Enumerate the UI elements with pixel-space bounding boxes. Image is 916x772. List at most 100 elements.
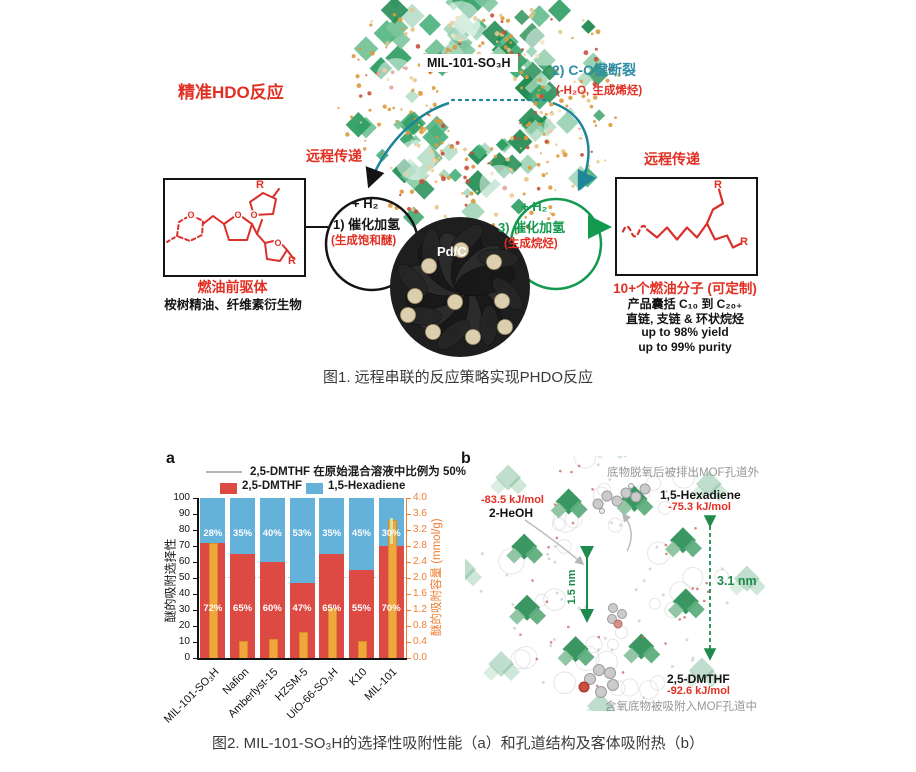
- guest-molecule-in-pore: [607, 603, 627, 629]
- desorption-path-arrow: [622, 512, 632, 552]
- y-tick-mark-right: [407, 577, 411, 579]
- step3-subtitle: (生成烷烃): [504, 238, 558, 250]
- percent-label-dmthf: 70%: [381, 603, 401, 614]
- heoh-label: 2-HeOH: [489, 506, 534, 520]
- precursor-structure-art: O O O O: [166, 188, 294, 262]
- relay-label-left: 远程传递: [306, 148, 362, 164]
- y-tick-mark-right: [407, 657, 411, 659]
- panel-b-bottom-note: 含氧底物被吸附入MOF孔道中: [605, 701, 758, 713]
- y-tick-mark-left: [193, 593, 197, 595]
- r-group-label: R: [288, 255, 296, 267]
- y-axis-label-right: 醚的吸附容量 (mmol/g): [431, 518, 443, 636]
- precursor-subtitle: 桉树精油、纤维素衍生物: [164, 298, 302, 312]
- percent-label-dmthf: 55%: [351, 603, 371, 614]
- percent-label-hexadiene: 35%: [233, 528, 253, 539]
- bar-hexadiene: [259, 498, 285, 562]
- bar-capacity: [268, 638, 278, 660]
- dmthf-molecule: [578, 664, 619, 698]
- hdo-title: 精准HDO反应: [178, 83, 284, 102]
- svg-text:O: O: [274, 238, 281, 248]
- relay-arc-left: [365, 101, 450, 189]
- y-tick-label-left: 30: [178, 604, 190, 615]
- y-tick-mark-left: [193, 545, 197, 547]
- figure1-caption: 图1. 远程串联的反应策略实现PHDO反应: [322, 369, 594, 386]
- hexadiene-label: 1,5-Hexadiene: [660, 488, 741, 502]
- product-line3: up to 98% yield: [641, 325, 729, 339]
- percent-label-dmthf: 65%: [322, 603, 342, 614]
- y-tick-label-right: 1.2: [413, 604, 427, 615]
- r-group-label: R: [714, 179, 722, 191]
- y-tick-label-left: 100: [173, 492, 190, 503]
- y-tick-label-right: 3.6: [413, 508, 427, 519]
- panel-a: a 2,5-DMTHF 在原始混合溶液中比例为 50% 2,5-DMTHF 1,…: [160, 444, 472, 744]
- svg-text:O: O: [250, 210, 257, 220]
- y-tick-label-left: 0: [184, 652, 190, 663]
- y-tick-label-right: 3.2: [413, 524, 427, 535]
- y-tick-mark-left: [193, 561, 197, 563]
- y-tick-mark-left: [193, 497, 197, 499]
- reference-line-swatch: [206, 471, 242, 473]
- axis-left-spine: [197, 498, 199, 658]
- y-tick-mark-right: [407, 561, 411, 563]
- product-line1: 产品囊括 C₁₀ 到 C₂₀₊: [627, 297, 743, 311]
- dmthf-energy: -92.6 kJ/mol: [667, 685, 730, 697]
- y-tick-label-left: 10: [178, 636, 190, 647]
- percent-label-dmthf: 65%: [233, 603, 253, 614]
- dmthf-label: 2,5-DMTHF: [667, 672, 730, 686]
- y-tick-mark-left: [193, 625, 197, 627]
- legend-swatch-dmthf: [220, 483, 237, 494]
- bar-hexadiene: [200, 498, 226, 543]
- bar-hexadiene: [319, 498, 345, 554]
- heoh-energy: -83.5 kJ/mol: [481, 494, 544, 506]
- svg-text:O: O: [234, 210, 241, 220]
- relay-label-right: 远程传递: [644, 151, 700, 167]
- percent-label-dmthf: 47%: [292, 603, 312, 614]
- figure1-graphic: [303, 0, 621, 357]
- percent-label-hexadiene: 35%: [322, 528, 342, 539]
- percent-label-dmthf: 60%: [262, 603, 282, 614]
- percent-label-hexadiene: 28%: [203, 528, 223, 539]
- panel-b: b: [455, 444, 775, 744]
- legend-label-hexadiene: 1,5-Hexadiene: [328, 480, 406, 492]
- reference-line-label: 2,5-DMTHF 在原始混合溶液中比例为 50%: [250, 466, 466, 478]
- y-tick-label-right: 2.0: [413, 572, 427, 583]
- axis-right-spine: [405, 498, 407, 658]
- panel-a-letter: a: [166, 450, 175, 467]
- y-tick-mark-right: [407, 641, 411, 643]
- adsorption-path-arrow: [524, 519, 585, 565]
- y-tick-label-right: 2.4: [413, 556, 427, 567]
- h2-label-left: + H₂: [352, 196, 379, 211]
- bar-dmthf: [230, 554, 256, 658]
- y-tick-label-right: 0.8: [413, 620, 427, 631]
- hexadiene-energy: -75.3 kJ/mol: [668, 501, 731, 513]
- y-tick-mark-left: [193, 657, 197, 659]
- axis-bottom-spine: [197, 658, 407, 660]
- y-tick-label-right: 1.6: [413, 588, 427, 599]
- capacity-error-bar: [389, 518, 393, 544]
- bar-hexadiene: [348, 498, 374, 570]
- percent-label-hexadiene: 30%: [381, 528, 401, 539]
- step2-title: 2) C-O键断裂: [552, 62, 636, 78]
- figure2-caption: 图2. MIL-101-SO₃H的选择性吸附性能（a）和孔道结构及客体吸附热（b…: [212, 735, 704, 752]
- pdc-label: Pd/C: [437, 244, 467, 259]
- y-tick-mark-right: [407, 545, 411, 547]
- relay-arc-right: [552, 101, 596, 192]
- step1-subtitle: (生成饱和醚): [331, 235, 397, 247]
- y-tick-label-left: 20: [178, 620, 190, 631]
- percent-label-dmthf: 72%: [203, 603, 223, 614]
- y-tick-mark-left: [193, 641, 197, 643]
- step3-title: 3) 催化加氢: [498, 220, 566, 235]
- y-tick-mark-right: [407, 625, 411, 627]
- h2-label-right: + H₂: [521, 199, 548, 214]
- cage-size-label: 3.1 nm: [717, 574, 757, 588]
- y-tick-label-left: 80: [178, 524, 190, 535]
- precursor-title: 燃油前驱体: [197, 279, 268, 295]
- step2-subtitle: (-H₂O, 生成烯烃): [556, 85, 643, 97]
- hexadiene-molecule: [592, 483, 651, 514]
- mof-label: MIL-101-SO₃H: [420, 54, 518, 72]
- y-tick-label-right: 2.8: [413, 540, 427, 551]
- bar-capacity: [298, 632, 308, 660]
- y-tick-label-left: 70: [178, 540, 190, 551]
- product-structure-art: [621, 188, 743, 249]
- product-line2: 直链, 支链 & 环状烷烃: [625, 312, 744, 326]
